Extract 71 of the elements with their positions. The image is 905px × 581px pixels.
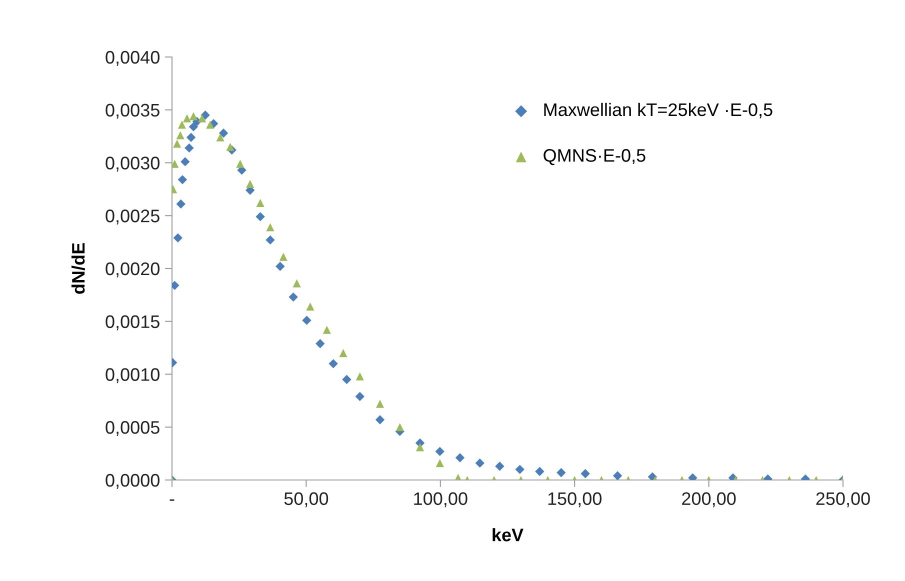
point (355, 392, 364, 402)
y-tick-label: 0,0030 (106, 156, 160, 172)
point (356, 372, 364, 380)
point (455, 453, 465, 462)
legend-label: Maxwellian kT=25keV ·E-0,5 (544, 102, 772, 118)
point (188, 122, 198, 132)
point (218, 128, 228, 138)
y-tick-label: 0,0040 (106, 50, 160, 66)
point (198, 114, 206, 122)
point (535, 466, 544, 476)
point (226, 142, 234, 151)
x-tick-label: 200,00 (682, 492, 736, 508)
point (612, 471, 622, 480)
y-tick-label: 0,0015 (106, 315, 160, 330)
point (266, 235, 275, 245)
point (246, 180, 254, 188)
y-tick-label: 0,0005 (106, 421, 160, 436)
point (342, 374, 352, 384)
point (184, 143, 194, 153)
point (288, 292, 298, 302)
point (375, 415, 385, 424)
point (173, 140, 182, 148)
point (200, 110, 210, 120)
point (266, 223, 274, 232)
y-tick-label: 0,0020 (106, 262, 160, 278)
point (256, 198, 264, 207)
point (316, 338, 325, 348)
x-tick-label: 50,00 (284, 492, 328, 508)
point (172, 160, 179, 168)
point (178, 175, 188, 184)
point (339, 349, 348, 358)
point (435, 446, 444, 456)
point (475, 458, 484, 468)
point (178, 120, 186, 129)
point (180, 157, 190, 166)
point (580, 469, 590, 478)
point (515, 464, 524, 474)
point (416, 443, 424, 452)
x-axis-title: keV (492, 528, 524, 542)
point (189, 112, 198, 120)
y-tick-label: 0,0000 (106, 474, 160, 489)
legend-label: QMNS·E-0,5 (544, 149, 646, 166)
point (173, 233, 183, 242)
y-tick-label: 0,0010 (106, 368, 160, 384)
point (279, 252, 288, 261)
point (292, 279, 301, 288)
point (176, 131, 184, 140)
x-tick-label: 150,00 (548, 492, 602, 508)
point (216, 133, 224, 142)
point (376, 400, 384, 408)
point (436, 459, 444, 468)
point (206, 120, 214, 129)
point (396, 423, 404, 432)
point (322, 326, 331, 334)
y-tick-label: 0,0035 (106, 104, 160, 119)
point (495, 462, 504, 471)
y-tick-label: 0,0025 (106, 210, 160, 224)
x-tick-label: - (170, 499, 174, 501)
point (556, 468, 566, 478)
point (328, 359, 338, 368)
point (276, 262, 285, 271)
point (176, 199, 186, 209)
point (306, 302, 314, 311)
y-axis-title: dN/dE (71, 243, 85, 294)
point (302, 316, 312, 325)
point (182, 114, 192, 122)
point (186, 132, 196, 142)
x-tick-label: 100,00 (414, 492, 468, 508)
point (236, 160, 244, 168)
point (256, 212, 265, 222)
x-tick-label: 250,00 (816, 492, 870, 508)
